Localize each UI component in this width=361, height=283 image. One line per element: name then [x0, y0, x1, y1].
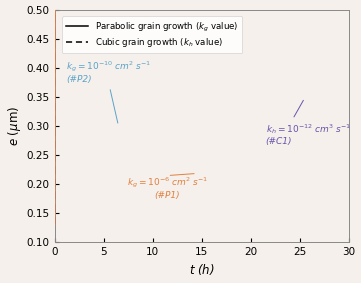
- X-axis label: $t$ (h): $t$ (h): [189, 262, 215, 277]
- Legend: Parabolic grain growth ($k_g$ value), Cubic grain growth ($k_h$ value): Parabolic grain growth ($k_g$ value), Cu…: [62, 16, 243, 53]
- Text: $k_h = 10^{-12}$ cm$^3$ s$^{-1}$
(#C1): $k_h = 10^{-12}$ cm$^3$ s$^{-1}$ (#C1): [266, 100, 351, 146]
- Y-axis label: $e$ ($\mu$m): $e$ ($\mu$m): [5, 106, 22, 146]
- Text: $k_g = 10^{-10}$ cm$^2$ s$^{-1}$
(#P2): $k_g = 10^{-10}$ cm$^2$ s$^{-1}$ (#P2): [66, 59, 151, 123]
- Text: $k_g = 10^{-6}$ cm$^2$ s$^{-1}$
(#P1): $k_g = 10^{-6}$ cm$^2$ s$^{-1}$ (#P1): [127, 174, 208, 200]
